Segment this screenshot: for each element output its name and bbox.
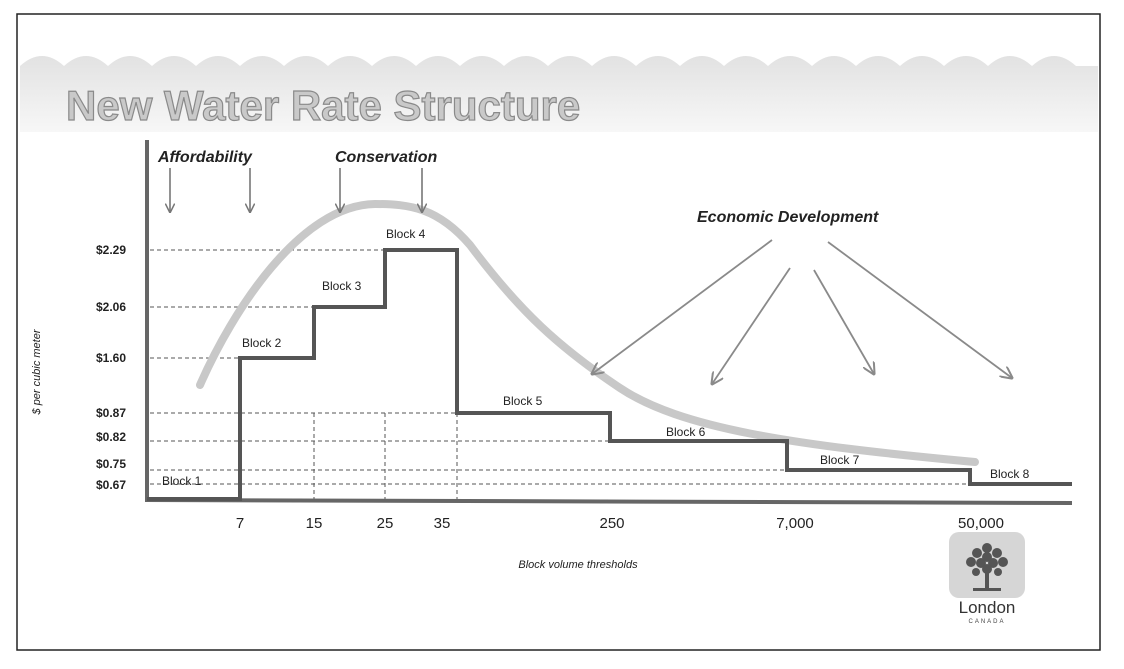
y-axis-label: $ per cubic meter [31, 328, 43, 415]
economic-development-arrows [592, 239, 1012, 384]
scalloped-header-band [20, 56, 1098, 132]
x-tick-label: 7 [236, 515, 244, 532]
block-label: Block 1 [162, 474, 202, 488]
block-label: Block 2 [242, 336, 282, 350]
block-label: Block 6 [666, 425, 706, 439]
annotation-economic-development: Economic Development [697, 209, 879, 226]
block-label: Block 5 [503, 394, 543, 408]
diagonal-arrow-icon [712, 267, 791, 384]
london-logo: London CANADA [949, 532, 1025, 625]
y-tick-label: $2.29 [96, 243, 126, 257]
block-label: Block 3 [322, 279, 362, 293]
demand-curve [196, 199, 979, 466]
diagonal-arrow-icon [813, 269, 874, 374]
block-label: Block 4 [386, 227, 426, 241]
x-tick-label: 250 [599, 515, 624, 532]
conservation-arrows [340, 168, 422, 212]
affordability-arrows [170, 168, 250, 212]
step-path [147, 248, 1072, 501]
annotation-conservation: Conservation [335, 149, 437, 166]
y-tick-label: $1.60 [96, 351, 126, 365]
x-tick-label: 25 [377, 515, 394, 532]
x-axis-label: Block volume thresholds [518, 559, 638, 571]
y-tick-label: $0.75 [96, 457, 126, 471]
y-tick-label: $0.67 [96, 478, 126, 492]
annotation-affordability: Affordability [157, 149, 253, 166]
slide-title: New Water Rate Structure [66, 82, 580, 129]
diagonal-arrow-icon [827, 241, 1012, 378]
chart-axes [144, 140, 1073, 505]
logo-subtext: CANADA [968, 619, 1005, 625]
y-tick-label: $0.87 [96, 406, 126, 420]
tree-icon [966, 543, 1008, 591]
x-axis [144, 498, 1073, 505]
diagonal-arrow-icon [592, 239, 773, 374]
x-tick-label: 15 [306, 515, 323, 532]
x-tick-label: 35 [434, 515, 451, 532]
x-tick-label: 7,000 [776, 515, 814, 532]
logo-text: London [959, 598, 1016, 617]
x-tick-label: 50,000 [958, 515, 1004, 532]
block-label: Block 7 [820, 453, 860, 467]
rate-step-line [147, 248, 1072, 501]
y-tick-label: $2.06 [96, 300, 126, 314]
block-label: Block 8 [990, 467, 1030, 481]
y-tick-label: $0.82 [96, 430, 126, 444]
